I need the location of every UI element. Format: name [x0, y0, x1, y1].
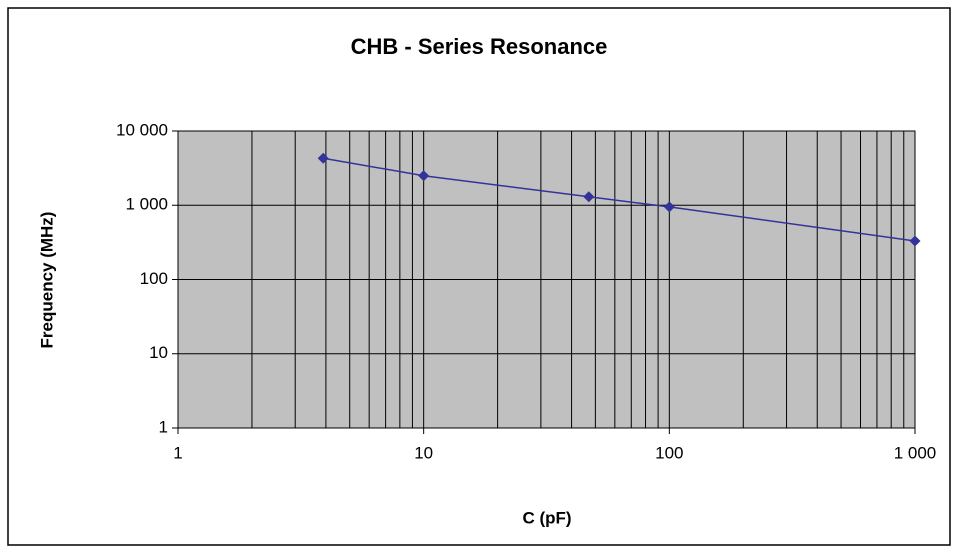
x-axis-label: C (pF) [522, 508, 571, 527]
y-tick-label: 1 000 [125, 195, 168, 214]
data-point [583, 191, 595, 203]
chart-title: CHB - Series Resonance [351, 34, 608, 59]
y-tick-label: 1 [159, 417, 168, 436]
x-tick-label: 1 000 [894, 443, 937, 462]
data-point [418, 170, 430, 182]
x-tick-label: 1 [173, 443, 182, 462]
y-axis-label: Frequency (MHz) [37, 212, 56, 349]
y-tick-label: 10 [149, 343, 168, 362]
data-point [909, 235, 921, 247]
data-point [663, 201, 675, 213]
data-point [317, 152, 329, 164]
y-tick-label: 10 000 [116, 120, 168, 139]
x-tick-label: 100 [655, 443, 683, 462]
x-tick-label: 10 [414, 443, 433, 462]
y-tick-label: 100 [140, 269, 168, 288]
